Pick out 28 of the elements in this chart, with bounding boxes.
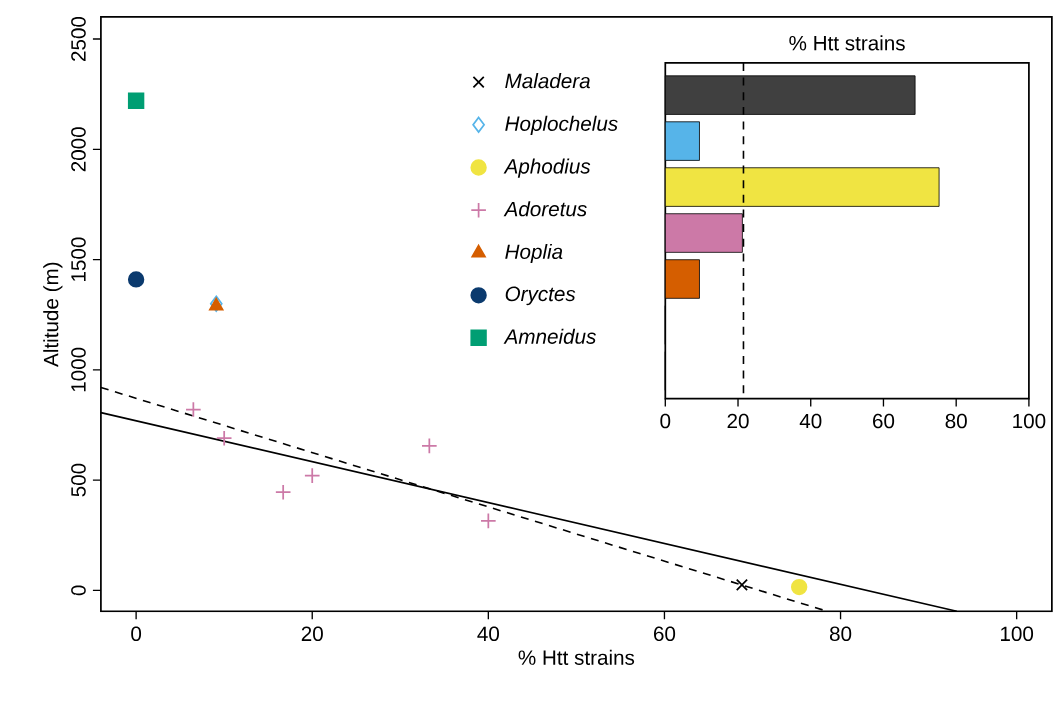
legend-label: Aphodius (503, 158, 591, 178)
x-tick-label: 80 (945, 413, 967, 429)
legend-label: Amneidus (503, 328, 596, 344)
x-tick-label: 100 (1013, 413, 1046, 429)
y-tick-label: 2500 (71, 16, 86, 61)
legend-label: Oryctes (505, 286, 576, 306)
legend-label: Hoplochelus (505, 115, 618, 135)
x-axis-title: % Htt strains (518, 649, 635, 665)
y-tick-label: 500 (71, 463, 86, 497)
legend-label: Maladera (505, 72, 590, 89)
y-axis-title: Altitude (m) (43, 262, 63, 367)
x-tick-label: 40 (799, 413, 822, 429)
x-tick-label: 60 (654, 626, 676, 641)
y-tick-label: 2000 (71, 127, 86, 172)
x-tick-label: 100 (1001, 626, 1034, 641)
x-tick-label: 40 (477, 626, 500, 641)
x-tick-label: 80 (829, 626, 852, 641)
x-tick-label: 0 (131, 626, 142, 641)
y-tick-label: 0 (71, 585, 86, 596)
x-tick-label: 20 (727, 413, 749, 429)
x-tick-label: 20 (301, 626, 323, 641)
y-tick-label: 1000 (71, 347, 86, 392)
legend-label: Adoretus (503, 201, 587, 217)
y-tick-label: 1500 (71, 237, 86, 281)
x-tick-label: 60 (873, 413, 895, 429)
chart-title: % Htt strains (789, 35, 905, 51)
legend-label: Hoplia (505, 243, 563, 264)
x-tick-label: 0 (660, 413, 671, 429)
